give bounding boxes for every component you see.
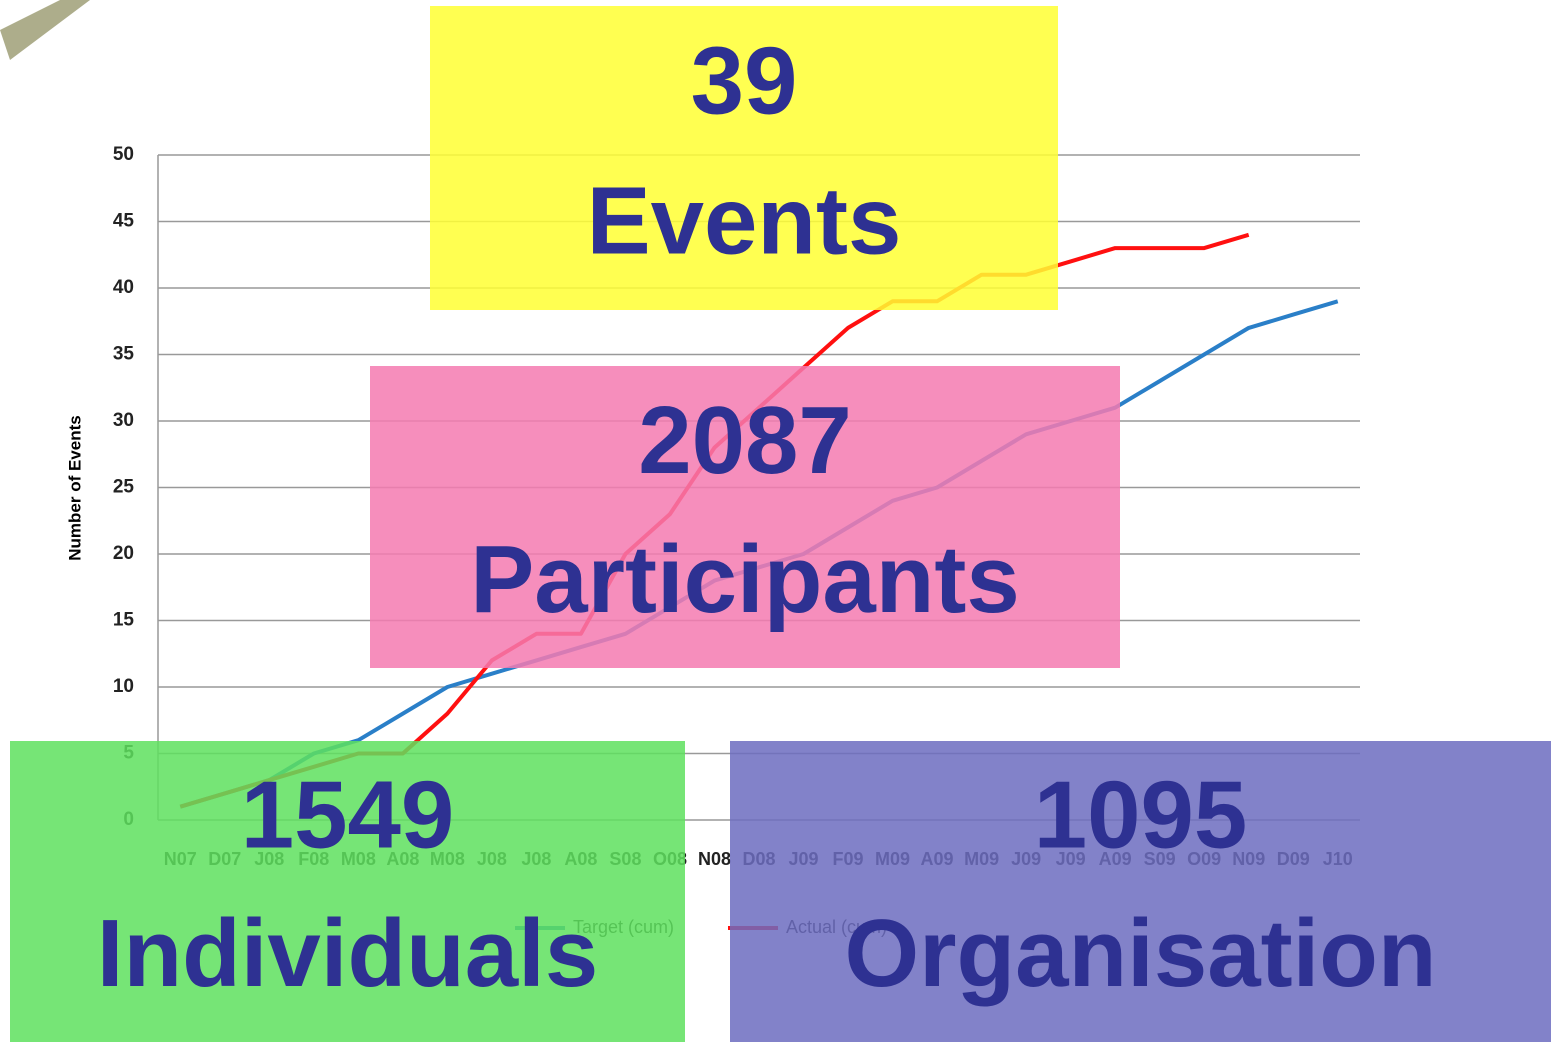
overlay-box bbox=[730, 741, 1551, 1042]
y-tick-label: 30 bbox=[113, 410, 134, 431]
overlay-box bbox=[370, 366, 1120, 668]
y-axis-label: Number of Events bbox=[65, 415, 84, 560]
y-tick-label: 15 bbox=[113, 610, 135, 631]
overlay-label: Events bbox=[587, 167, 902, 274]
overlay-number: 2087 bbox=[638, 387, 852, 494]
y-tick-label: 40 bbox=[113, 277, 134, 298]
overlay-box bbox=[10, 741, 685, 1042]
overlay-number: 39 bbox=[691, 27, 798, 134]
overlay-number: 1095 bbox=[1034, 762, 1248, 869]
overlay-label: Organisation bbox=[844, 900, 1436, 1007]
corner-decoration bbox=[0, 0, 90, 60]
y-tick-label: 45 bbox=[113, 211, 135, 232]
overlay-label: Individuals bbox=[97, 900, 598, 1007]
y-tick-label: 20 bbox=[113, 543, 134, 564]
overlay-box bbox=[430, 6, 1058, 310]
y-tick-label: 35 bbox=[113, 344, 135, 365]
x-tick-label: N08 bbox=[698, 849, 731, 869]
overlay-number: 1549 bbox=[241, 762, 455, 869]
y-tick-label: 25 bbox=[113, 477, 135, 498]
y-tick-label: 50 bbox=[113, 144, 134, 165]
overlay-label: Participants bbox=[470, 526, 1020, 633]
y-tick-label: 10 bbox=[113, 676, 134, 697]
